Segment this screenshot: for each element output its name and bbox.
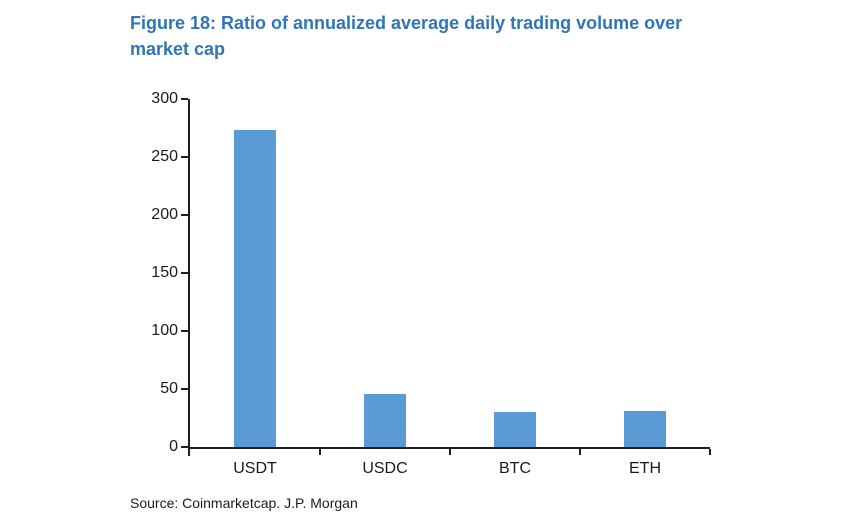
category-label-eth: ETH [629,460,661,477]
figure-title: Figure 18: Ratio of annualized average d… [130,10,770,62]
category-label-usdt: USDT [233,460,277,477]
y-axis-tick-mark [181,214,188,216]
bar-eth [624,411,666,447]
y-axis-line [188,99,190,456]
plot-area: 0 50 100 150 200 250 300 USDT USDC BTC ETH [151,90,711,477]
y-axis-tick-label: 0 [169,438,178,455]
category-label-usdc: USDC [362,460,408,477]
y-axis-tick-label: 150 [151,264,178,281]
y-axis-tick-label: 250 [151,148,178,165]
figure-title-line1: Figure 18: Ratio of annualized average d… [130,13,683,33]
figure-title-line2: market cap [130,39,226,59]
y-axis-tick-label: 50 [160,380,178,397]
x-axis-tick-mark [319,449,321,455]
bar-usdc [364,393,406,447]
bar-btc [494,412,536,447]
y-axis-tick-label: 200 [151,206,178,223]
x-axis-tick-mark [579,449,581,455]
y-axis-tick-label: 300 [151,90,178,107]
y-axis-tick-mark [181,272,188,274]
x-axis-line [188,447,710,449]
bar-usdt [234,130,276,447]
category-label-btc: BTC [499,460,531,477]
y-axis-tick-mark [181,156,188,158]
y-axis-tick-label: 100 [151,322,178,339]
y-axis-tick-mark [181,388,188,390]
x-axis-tick-mark [709,449,711,455]
y-axis-tick-mark [181,446,188,448]
source-note: Source: Coinmarketcap. J.P. Morgan [130,495,358,511]
x-axis-tick-mark [449,449,451,455]
y-axis-tick-mark [181,98,188,100]
y-axis-tick-mark [181,330,188,332]
